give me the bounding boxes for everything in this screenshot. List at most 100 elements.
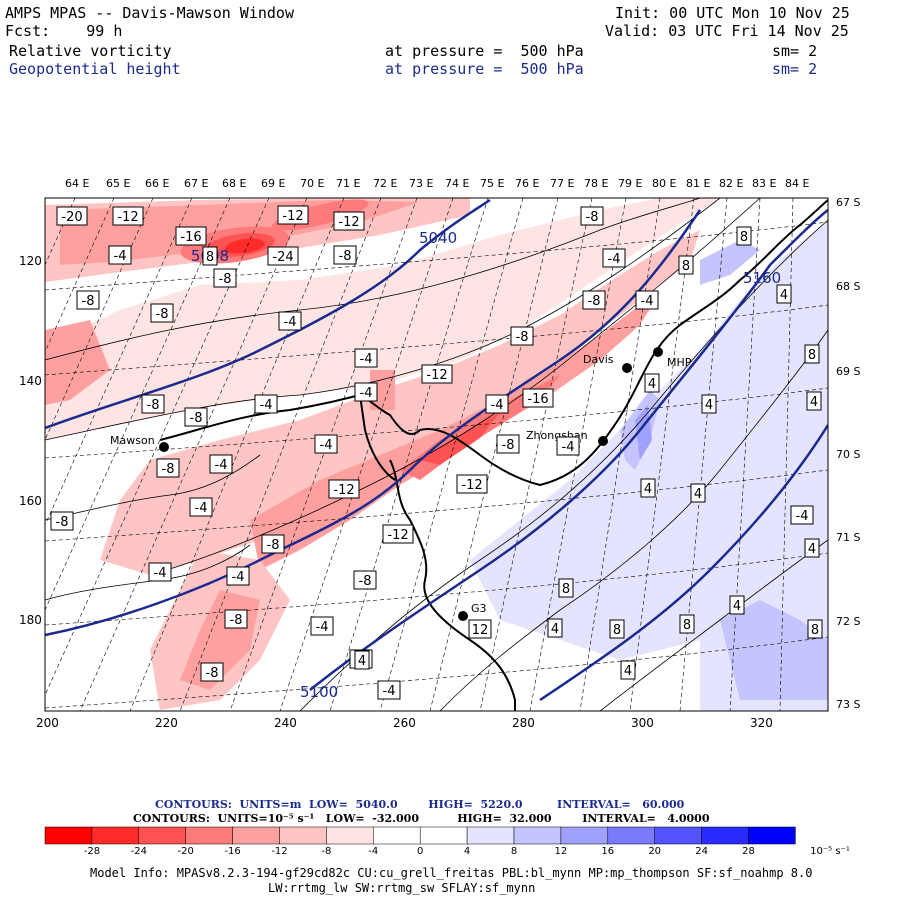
vorticity-label: -4 [314, 434, 338, 454]
y-tick-label: 140 [19, 374, 42, 388]
vorticity-label: -8 [333, 245, 357, 265]
vorticity-label: -8 [76, 290, 100, 310]
lon-label: 81 E [686, 177, 711, 190]
lat-label: 67 S [836, 196, 861, 209]
vorticity-label: 8 [807, 619, 823, 639]
field1-name: Relative vorticity [9, 42, 172, 60]
svg-text:8: 8 [811, 623, 819, 638]
colorbar-tick-label: 4 [463, 846, 471, 857]
height-label: 5160 [743, 269, 781, 287]
vorticity-label: 8 [804, 344, 820, 364]
svg-text:-8: -8 [162, 462, 175, 477]
colorbar-tick-label: 16 [601, 846, 615, 857]
svg-text:-8: -8 [588, 294, 601, 309]
vorticity-label: -12 [382, 524, 414, 544]
colorbar-swatch [701, 826, 749, 845]
svg-text:-8: -8 [586, 210, 599, 225]
vorticity-label: 8 [609, 619, 625, 639]
svg-text:-8: -8 [516, 330, 529, 345]
map-title: AMPS MPAS -- Davis-Mawson Window [5, 4, 294, 22]
svg-text:4: 4 [644, 482, 652, 497]
vorticity-label: -8 [141, 394, 165, 414]
lon-label: 68 E [222, 177, 247, 190]
svg-text:-4: -4 [562, 440, 575, 455]
vorticity-label: -8 [224, 609, 248, 629]
y-tick-label: 180 [19, 613, 42, 627]
vorticity-label: -12 [456, 474, 488, 494]
vorticity-label: -4 [635, 290, 659, 310]
vorticity-label: 4 [701, 394, 717, 414]
vorticity-label: -4 [790, 505, 814, 525]
lon-label: 80 E [652, 177, 677, 190]
lon-label: 73 E [409, 177, 434, 190]
colorbar-tick-label: 12 [554, 846, 568, 857]
station-mhp [653, 347, 663, 357]
svg-text:-4: -4 [154, 566, 167, 581]
colorbar [44, 826, 796, 845]
vorticity-label: -16 [175, 226, 207, 246]
svg-text:-4: -4 [360, 386, 373, 401]
svg-text:-16: -16 [527, 392, 548, 407]
colorbar-swatch [419, 826, 468, 845]
colorbar-tick-label: 0 [417, 846, 424, 857]
vorticity-label: -24 [267, 246, 299, 266]
vorticity-contour-info: CONTOURS: UNITS=10⁻⁵ s⁻¹ LOW= -32.000 HI… [133, 812, 710, 825]
vorticity-label: -8 [496, 434, 520, 454]
lon-label: 72 E [373, 177, 398, 190]
field1-smoothing: sm= 2 [772, 42, 818, 60]
y-tick-label: 120 [19, 254, 42, 268]
svg-text:8: 8 [808, 348, 816, 363]
colorbar-tick-label: -28 [83, 846, 101, 857]
vorticity-label: -8 [261, 534, 285, 554]
colorbar-swatch [44, 826, 93, 845]
colorbar-unit: 10⁻⁵ s⁻¹ [810, 846, 850, 857]
lon-label: 71 E [336, 177, 361, 190]
vorticity-label: -12 [421, 364, 453, 384]
svg-text:-12: -12 [282, 209, 303, 224]
model-info-line1: Model Info: MPASv8.2.3-194-gf29cd82c CU:… [90, 866, 813, 880]
svg-text:8: 8 [683, 618, 691, 633]
svg-text:-12: -12 [387, 528, 408, 543]
colorbar-swatch [91, 826, 140, 845]
svg-text:4: 4 [808, 542, 816, 557]
lon-label: 84 E [785, 177, 810, 190]
vorticity-label: 4 [547, 618, 563, 638]
svg-text:-4: -4 [608, 252, 621, 267]
lon-label: 67 E [184, 177, 209, 190]
lon-label: 83 E [752, 177, 777, 190]
vorticity-label: -8 [213, 268, 237, 288]
colorbar-tick-label: -24 [130, 846, 147, 857]
colorbar-swatch [373, 826, 421, 845]
height-label: 5100 [300, 683, 338, 701]
svg-text:-8: -8 [156, 307, 169, 322]
model-info-line2: LW:rrtmg_lw SW:rrtmg_sw SFLAY:sf_mynn [268, 881, 536, 895]
station-mawson [159, 442, 169, 452]
svg-text:-8: -8 [230, 613, 243, 628]
svg-text:-4: -4 [260, 398, 273, 413]
colorbar-swatch [654, 826, 702, 845]
colorbar-swatch [138, 826, 186, 845]
lat-label: 69 S [836, 365, 861, 378]
svg-text:-4: -4 [383, 684, 396, 699]
svg-text:-16: -16 [180, 230, 201, 245]
x-tick-label: 260 [393, 716, 416, 730]
vorticity-label: -4 [189, 497, 213, 517]
lon-label: 65 E [106, 177, 131, 190]
valid-time: Valid: 03 UTC Fri 14 Nov 25 [605, 22, 849, 40]
vorticity-label: -4 [226, 566, 250, 586]
vorticity-label: -8 [184, 407, 208, 427]
vorticity-label: -4 [485, 394, 509, 414]
vorticity-label: -8 [510, 326, 534, 346]
svg-text:-4: -4 [491, 398, 504, 413]
plot-frame [44, 197, 829, 712]
lon-label: 82 E [719, 177, 744, 190]
vorticity-label: -20 [56, 206, 88, 226]
vorticity-label: -12 [277, 205, 309, 225]
colorbar-tick-label: -16 [224, 846, 241, 857]
station-label: G3 [471, 602, 487, 615]
vorticity-label: 8 [202, 246, 218, 266]
lon-label: 74 E [445, 177, 470, 190]
vorticity-label: 4 [644, 373, 660, 393]
vorticity-label: -12 [328, 479, 360, 499]
vorticity-label: 8 [678, 255, 694, 275]
